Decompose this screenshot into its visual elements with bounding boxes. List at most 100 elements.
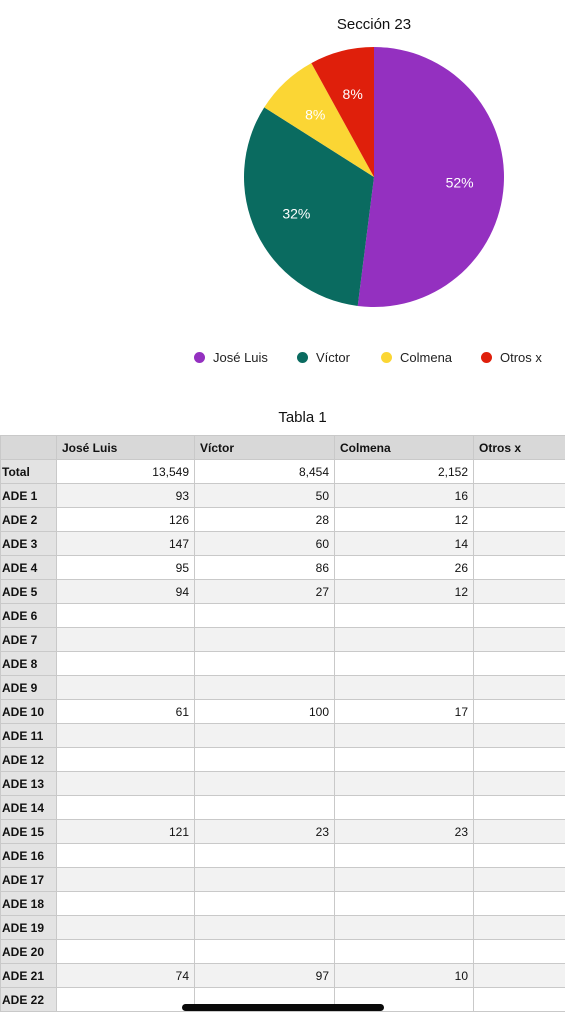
pie-slice[interactable] xyxy=(244,107,374,306)
table-cell[interactable] xyxy=(56,771,195,796)
column-header[interactable]: Colmena xyxy=(334,435,474,460)
row-header[interactable]: ADE 21 xyxy=(0,963,57,988)
row-header[interactable]: Total xyxy=(0,459,57,484)
data-table[interactable]: José Luis Víctor Colmena Otros x Total 13… xyxy=(0,435,565,1012)
table-cell[interactable] xyxy=(194,675,335,700)
table-cell[interactable] xyxy=(473,579,565,604)
table-cell[interactable] xyxy=(194,795,335,820)
table-cell[interactable] xyxy=(56,891,195,916)
table-cell[interactable]: 2,152 xyxy=(334,459,474,484)
column-header[interactable]: José Luis xyxy=(56,435,195,460)
table-cell[interactable] xyxy=(473,531,565,556)
table-cell[interactable] xyxy=(473,819,565,844)
table-cell[interactable] xyxy=(473,795,565,820)
row-header[interactable]: ADE 18 xyxy=(0,891,57,916)
table-cell[interactable]: 23 xyxy=(194,819,335,844)
table-cell[interactable] xyxy=(473,483,565,508)
table-cell[interactable] xyxy=(56,987,195,1012)
table-cell[interactable] xyxy=(473,459,565,484)
row-header[interactable]: ADE 3 xyxy=(0,531,57,556)
row-header[interactable]: ADE 20 xyxy=(0,939,57,964)
table-cell[interactable] xyxy=(56,939,195,964)
table-cell[interactable] xyxy=(334,915,474,940)
table-cell[interactable] xyxy=(194,723,335,748)
legend-item[interactable]: Otros x xyxy=(481,347,542,367)
table-cell[interactable] xyxy=(194,771,335,796)
table-cell[interactable] xyxy=(194,651,335,676)
row-header[interactable]: ADE 5 xyxy=(0,579,57,604)
pie-slice[interactable] xyxy=(357,47,504,307)
table-cell[interactable] xyxy=(473,987,565,1012)
table-cell[interactable] xyxy=(194,867,335,892)
table-cell[interactable] xyxy=(473,651,565,676)
table-cell[interactable] xyxy=(194,747,335,772)
row-header[interactable]: ADE 11 xyxy=(0,723,57,748)
table-cell[interactable] xyxy=(194,627,335,652)
row-header[interactable]: ADE 1 xyxy=(0,483,57,508)
row-header[interactable]: ADE 9 xyxy=(0,675,57,700)
table-cell[interactable] xyxy=(334,723,474,748)
table-cell[interactable] xyxy=(56,651,195,676)
row-header[interactable]: ADE 19 xyxy=(0,915,57,940)
table-cell[interactable] xyxy=(473,963,565,988)
table-cell[interactable]: 126 xyxy=(56,507,195,532)
table-cell[interactable] xyxy=(334,795,474,820)
table-cell[interactable] xyxy=(56,843,195,868)
table-cell[interactable]: 12 xyxy=(334,579,474,604)
table-cell[interactable] xyxy=(473,891,565,916)
home-indicator[interactable] xyxy=(182,1004,384,1011)
table-cell[interactable]: 26 xyxy=(334,555,474,580)
table-cell[interactable]: 27 xyxy=(194,579,335,604)
table-cell[interactable] xyxy=(334,675,474,700)
table-cell[interactable] xyxy=(473,771,565,796)
table-cell[interactable]: 17 xyxy=(334,699,474,724)
column-header[interactable]: Otros x xyxy=(473,435,565,460)
table-cell[interactable] xyxy=(194,891,335,916)
table-cell[interactable] xyxy=(194,603,335,628)
row-header[interactable]: ADE 14 xyxy=(0,795,57,820)
row-header[interactable]: ADE 12 xyxy=(0,747,57,772)
table-cell[interactable] xyxy=(473,939,565,964)
row-header[interactable]: ADE 7 xyxy=(0,627,57,652)
table-cell[interactable]: 50 xyxy=(194,483,335,508)
pie-chart[interactable]: 52% 32% 8% 8% xyxy=(0,0,565,330)
table-cell[interactable]: 12 xyxy=(334,507,474,532)
table-cell[interactable] xyxy=(56,747,195,772)
header-corner-cell[interactable] xyxy=(0,435,57,460)
column-header[interactable]: Víctor xyxy=(194,435,335,460)
legend-item[interactable]: Víctor xyxy=(297,347,350,367)
table-cell[interactable]: 100 xyxy=(194,699,335,724)
row-header[interactable]: ADE 17 xyxy=(0,867,57,892)
table-cell[interactable] xyxy=(334,651,474,676)
table-cell[interactable]: 147 xyxy=(56,531,195,556)
table-cell[interactable] xyxy=(56,627,195,652)
table-cell[interactable] xyxy=(56,795,195,820)
table-cell[interactable] xyxy=(194,915,335,940)
table-cell[interactable] xyxy=(334,603,474,628)
table-cell[interactable] xyxy=(194,843,335,868)
table-cell[interactable]: 86 xyxy=(194,555,335,580)
table-cell[interactable] xyxy=(334,843,474,868)
row-header[interactable]: ADE 4 xyxy=(0,555,57,580)
table-cell[interactable]: 23 xyxy=(334,819,474,844)
table-cell[interactable]: 61 xyxy=(56,699,195,724)
table-cell[interactable] xyxy=(473,915,565,940)
table-cell[interactable]: 95 xyxy=(56,555,195,580)
table-cell[interactable]: 74 xyxy=(56,963,195,988)
pie-slice[interactable] xyxy=(264,63,374,177)
row-header[interactable]: ADE 16 xyxy=(0,843,57,868)
table-cell[interactable]: 13,549 xyxy=(56,459,195,484)
table-cell[interactable] xyxy=(334,891,474,916)
table-cell[interactable]: 10 xyxy=(334,963,474,988)
table-cell[interactable] xyxy=(56,723,195,748)
table-cell[interactable]: 8,454 xyxy=(194,459,335,484)
table-cell[interactable] xyxy=(473,675,565,700)
table-cell[interactable]: 28 xyxy=(194,507,335,532)
table-cell[interactable]: 121 xyxy=(56,819,195,844)
data-table-container[interactable]: José Luis Víctor Colmena Otros x Total 13… xyxy=(0,435,565,1024)
table-cell[interactable]: 14 xyxy=(334,531,474,556)
pie-slice[interactable] xyxy=(311,47,374,177)
table-cell[interactable] xyxy=(56,675,195,700)
table-cell[interactable] xyxy=(473,555,565,580)
table-cell[interactable] xyxy=(473,723,565,748)
